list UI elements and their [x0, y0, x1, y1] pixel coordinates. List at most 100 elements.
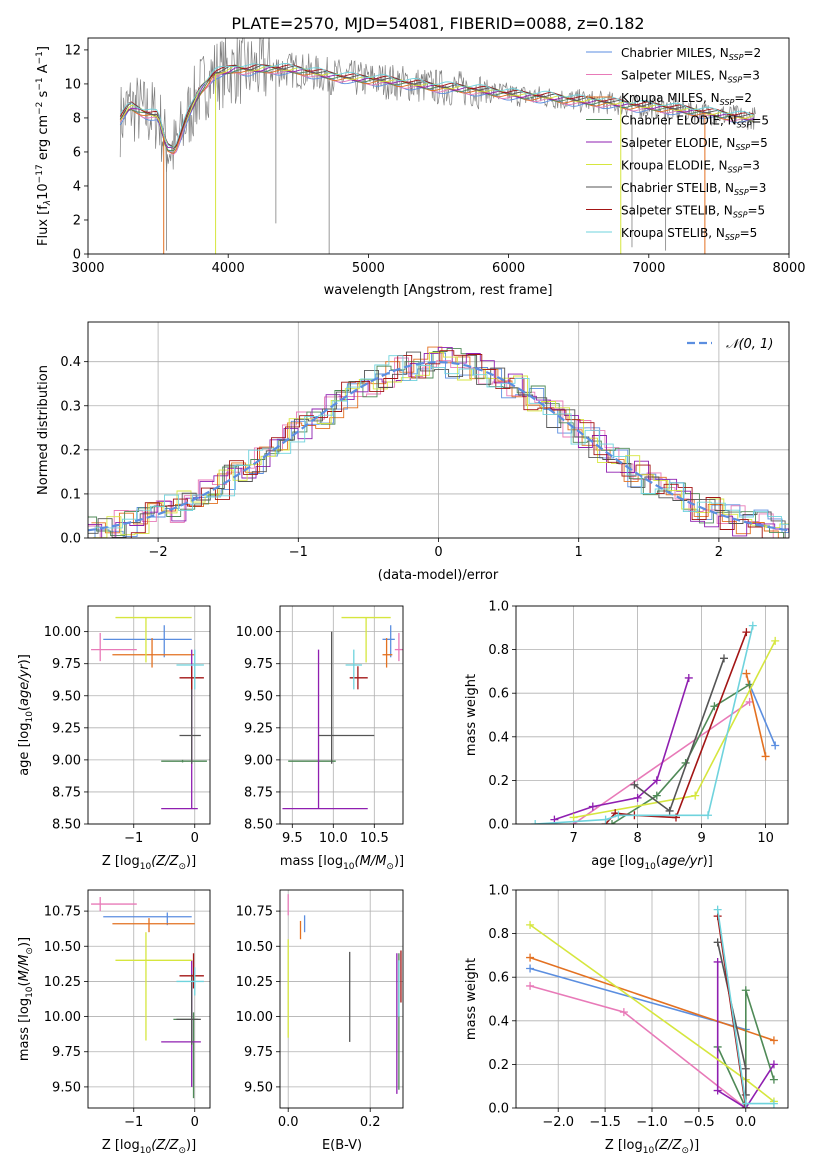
y-tick-label: 10.25 [236, 975, 273, 990]
label-part: age/yr [661, 854, 704, 869]
label-part: )] [186, 1138, 196, 1153]
weight-marker [771, 741, 780, 750]
x-tick-label: 7 [569, 831, 577, 846]
x-tick-label: 3000 [71, 261, 104, 276]
y-tick-label: 1.0 [488, 600, 509, 615]
weight-marker [769, 1075, 778, 1084]
label-part: =3 [742, 69, 760, 83]
weight-marker [526, 964, 535, 973]
x-axis-label: age [log10(age/yr)] [591, 854, 713, 872]
age-vs-mass-axes: 9.5 10.0 10.5 8.50 8.75 9.00 9.25 9.50 9.75 10.00… [236, 605, 404, 872]
weight-vs-Z-axes: −2.0 −1.5 −1.0 −0.5 0.0 0.0 0.2 0.4 0.6 0.8 1.0 Z [… [464, 884, 789, 1156]
weight-marker [713, 1086, 722, 1095]
label-part: 10 [140, 1146, 152, 1156]
weight-line-salpeter_elodie [554, 677, 690, 821]
y-tick-label: 10.75 [44, 905, 81, 920]
model-spectrum-kroupa_elodie [119, 65, 755, 148]
label-part: 10 [25, 711, 35, 723]
x-tick-label: 8 [633, 831, 641, 846]
weight-marker [614, 811, 623, 820]
x-tick-label: −1 [289, 545, 308, 560]
ticks: −2 −1 0 1 2 0.0 0.1 0.2 0.3 0.4 [60, 355, 723, 560]
normal-curve [88, 360, 789, 532]
weight-marker [769, 1099, 778, 1108]
legend-label: Chabrier ELODIE, NSSP=5 [621, 114, 769, 130]
label-part: =5 [740, 226, 758, 240]
residuals-axes: −2 −1 0 1 2 0.0 0.1 0.2 0.3 0.4 𝒩(0, 1) (data-model… [36, 321, 790, 583]
x-tick-label: 0.0 [735, 1115, 756, 1130]
label-part: −2 [35, 102, 45, 115]
weight-marker [742, 669, 751, 678]
label-part: M/M [17, 955, 32, 982]
x-tick-label: 0.2 [360, 1115, 381, 1130]
weight-marker [761, 752, 770, 761]
x-tick-label: 9 [697, 831, 705, 846]
label-part: −1 [35, 51, 45, 64]
label-part: Kroupa ELODIE, N [621, 159, 728, 173]
y-tick-label: 2 [73, 213, 81, 228]
y-axis-label: age [log10(age/yr)] [17, 654, 35, 776]
label-part: Salpeter STELIB, N [621, 204, 733, 218]
label-part: )] [186, 854, 196, 869]
weight-marker [748, 621, 757, 630]
weight-marker [742, 628, 751, 637]
label-part: SSP [733, 211, 748, 220]
model-spectrum-kroupa_stelib [119, 62, 755, 149]
y-tick-label: 0.8 [488, 927, 509, 942]
y-tick-label: 1.0 [488, 884, 509, 899]
residual-hist-chabrier_stelib [88, 351, 789, 538]
weight-marker [608, 820, 616, 824]
ticks: 9.5 10.0 10.5 8.50 8.75 9.00 9.25 9.50 9.75 10.00 [236, 625, 389, 846]
y-tick-label: 9.50 [244, 1080, 273, 1095]
label-part: A [36, 64, 51, 77]
observed-spectrum [119, 38, 756, 172]
weight-marker [741, 986, 750, 995]
axes-frame [279, 605, 404, 825]
weight-marker [601, 815, 610, 824]
x-tick-label: 10 [757, 831, 774, 846]
y-tick-label: 10.50 [236, 940, 273, 955]
y-tick-label: 4 [73, 179, 81, 194]
y-tick-label: 0.2 [488, 1058, 509, 1073]
label-part: −1 [35, 77, 45, 90]
label-part: age [log [17, 723, 32, 776]
legend-label: Salpeter MILES, NSSP=3 [621, 69, 760, 85]
label-part: Chabrier ELODIE, N [621, 114, 737, 128]
y-tick-label: 0 [73, 248, 81, 263]
y-tick-label: 0.4 [60, 355, 81, 370]
legend-label: Kroupa ELODIE, NSSP=3 [621, 159, 760, 175]
x-axis-label: (data-model)/error [378, 568, 499, 583]
y-tick-label: 10.25 [44, 975, 81, 990]
label-part: 10 [25, 986, 35, 998]
y-tick-label: 9.75 [244, 1045, 273, 1060]
y-tick-label: 0.2 [488, 774, 509, 789]
label-part: Chabrier STELIB, N [621, 181, 734, 195]
y-tick-label: 10.00 [236, 625, 273, 640]
weight-marker [531, 820, 540, 824]
y-tick-label: 0.8 [488, 643, 509, 658]
label-part: =2 [743, 46, 761, 60]
label-part: =5 [750, 136, 768, 150]
label-part: ⊙ [178, 1146, 186, 1156]
label-part: ( [17, 981, 32, 986]
weight-marker [684, 673, 693, 682]
label-part: =5 [751, 114, 769, 128]
figure-title: PLATE=2570, MJD=54081, FIBERID=0088, z=0… [231, 14, 644, 33]
y-axis-label: Flux [fλ10−17 erg cm−2 s−1 A−1] [35, 46, 53, 246]
y-tick-label: 9.25 [244, 721, 273, 736]
y-tick-label: 6 [73, 145, 81, 160]
label-part: λ [43, 200, 53, 206]
axes-frame [279, 889, 404, 1109]
label-part: 10 [343, 862, 355, 872]
x-axis-label: Z [log10(Z/Z⊙)] [102, 1138, 196, 1156]
plot-area [531, 621, 780, 824]
weight-marker [652, 776, 661, 785]
label-part: =3 [749, 181, 767, 195]
plot-area [88, 346, 789, 538]
label-part: SSP [729, 53, 744, 62]
y-tick-label: 9.75 [244, 657, 273, 672]
y-tick-label: 0.0 [488, 818, 509, 833]
legend-label: Chabrier MILES, NSSP=2 [621, 46, 761, 62]
